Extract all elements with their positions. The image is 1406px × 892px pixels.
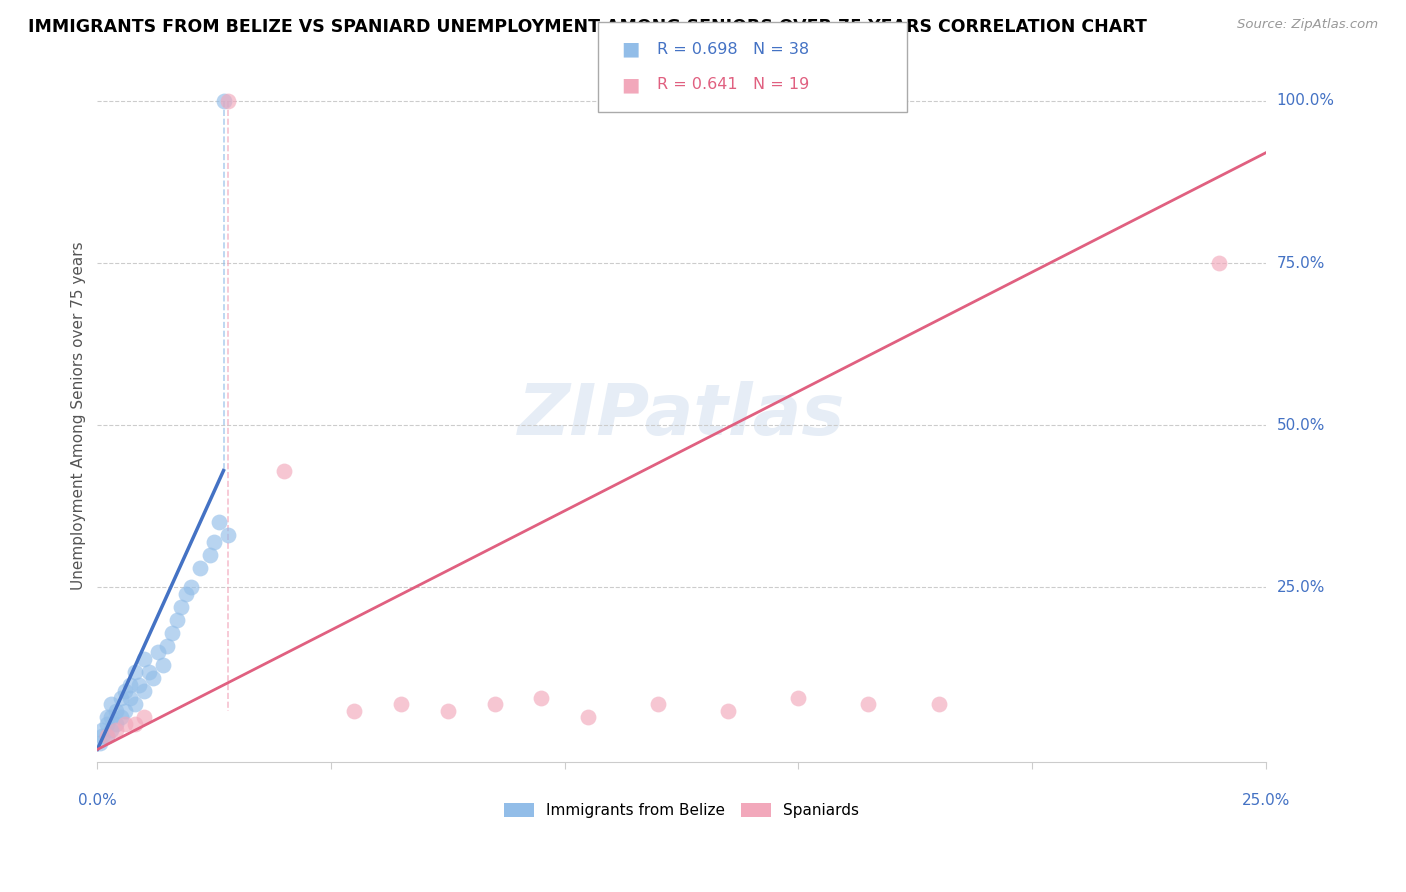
Text: 25.0%: 25.0%	[1241, 793, 1289, 808]
Point	[120, 690, 142, 705]
Point	[124, 716, 146, 731]
Point	[858, 697, 880, 711]
Y-axis label: Unemployment Among Seniors over 75 years: Unemployment Among Seniors over 75 years	[72, 241, 86, 590]
Text: 25.0%: 25.0%	[1277, 580, 1324, 595]
Text: R = 0.698   N = 38: R = 0.698 N = 38	[657, 42, 808, 57]
Point	[787, 690, 810, 705]
Point	[128, 678, 150, 692]
Point	[96, 730, 118, 744]
Point	[717, 704, 740, 718]
Point	[202, 535, 225, 549]
Text: 50.0%: 50.0%	[1277, 417, 1324, 433]
Point	[91, 730, 114, 744]
Text: Source: ZipAtlas.com: Source: ZipAtlas.com	[1237, 18, 1378, 31]
Point	[114, 704, 136, 718]
Point	[114, 684, 136, 698]
Text: 75.0%: 75.0%	[1277, 256, 1324, 270]
Point	[100, 723, 122, 737]
Point	[132, 710, 155, 724]
Point	[530, 690, 553, 705]
Point	[138, 665, 160, 679]
Text: ZIPatlas: ZIPatlas	[517, 381, 845, 450]
Text: IMMIGRANTS FROM BELIZE VS SPANIARD UNEMPLOYMENT AMONG SENIORS OVER 75 YEARS CORR: IMMIGRANTS FROM BELIZE VS SPANIARD UNEMP…	[28, 18, 1147, 36]
Point	[198, 548, 221, 562]
Point	[100, 697, 122, 711]
Point	[156, 639, 179, 653]
Point	[188, 561, 211, 575]
Point	[124, 665, 146, 679]
Point	[124, 697, 146, 711]
Point	[152, 658, 174, 673]
Point	[110, 710, 132, 724]
Point	[89, 736, 111, 750]
Point	[105, 716, 128, 731]
Point	[132, 684, 155, 698]
Text: R = 0.641   N = 19: R = 0.641 N = 19	[657, 77, 808, 92]
Point	[96, 710, 118, 724]
Point	[166, 613, 188, 627]
Text: 100.0%: 100.0%	[1277, 94, 1334, 109]
Point	[343, 704, 366, 718]
Text: ■: ■	[621, 40, 640, 59]
Legend: Immigrants from Belize, Spaniards: Immigrants from Belize, Spaniards	[498, 797, 866, 824]
Point	[437, 704, 460, 718]
Point	[105, 723, 128, 737]
Point	[146, 645, 169, 659]
Point	[110, 690, 132, 705]
Point	[389, 697, 412, 711]
Point	[174, 587, 197, 601]
Point	[647, 697, 669, 711]
Point	[217, 528, 239, 542]
Point	[91, 723, 114, 737]
Point	[273, 464, 295, 478]
Point	[170, 599, 193, 614]
Point	[160, 625, 183, 640]
Point	[114, 716, 136, 731]
Point	[142, 671, 165, 685]
Point	[217, 94, 239, 108]
Point	[576, 710, 599, 724]
Point	[484, 697, 506, 711]
Point	[120, 678, 142, 692]
Point	[105, 704, 128, 718]
Point	[928, 697, 950, 711]
Point	[132, 651, 155, 665]
Point	[1208, 256, 1230, 270]
Point	[208, 516, 231, 530]
Point	[180, 580, 202, 594]
Point	[96, 730, 118, 744]
Point	[100, 710, 122, 724]
Point	[212, 94, 235, 108]
Text: ■: ■	[621, 75, 640, 94]
Point	[96, 716, 118, 731]
Text: 0.0%: 0.0%	[77, 793, 117, 808]
